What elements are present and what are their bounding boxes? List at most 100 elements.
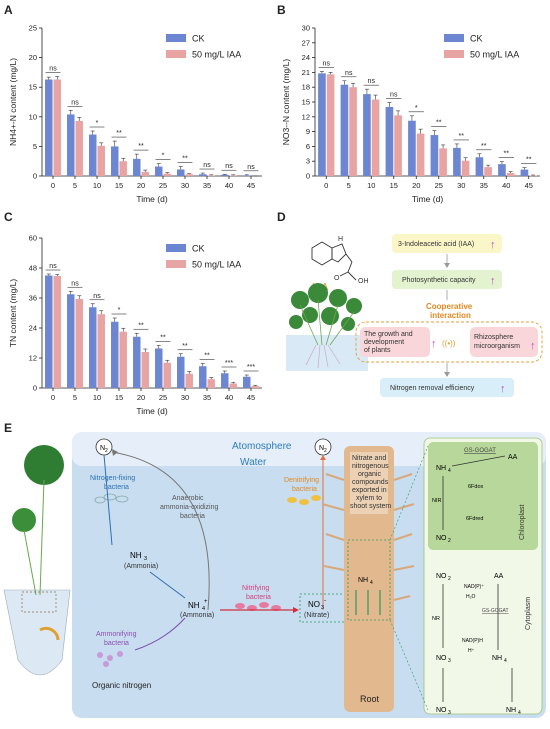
- chart-b-x-tick-label: 15: [390, 181, 398, 190]
- chart-c-x-tick-label: 25: [159, 393, 167, 402]
- nh4-plus: +: [204, 599, 208, 605]
- chart-a-x-tick-label: 15: [115, 181, 123, 190]
- rhizosphere-box: [470, 327, 538, 357]
- chart-b-y-tick-label: 12: [302, 112, 310, 121]
- cyt-no3-sub: 3: [448, 658, 451, 664]
- organic-nitrogen-label: Organic nitrogen: [92, 681, 151, 690]
- chart-b-sig-label: ns: [323, 60, 331, 67]
- chart-b-bar-iaa: [394, 115, 402, 176]
- chart-c-bar-ck: [67, 294, 74, 388]
- root-nh4-label: NH: [358, 577, 368, 584]
- chart-a-bar-ck: [111, 146, 118, 176]
- chart-a-sig-label: **: [116, 130, 122, 137]
- chart-a: 05101520250ns5ns10*15**20**25*30**35ns40…: [8, 24, 262, 205]
- chart-c-y-tick-label: 36: [29, 294, 37, 303]
- aa-bottom: AA: [494, 573, 504, 580]
- root-nh4-sub: 4: [370, 580, 373, 586]
- chart-c-bar-ck: [177, 357, 184, 388]
- up-arrow-icon: ↑: [500, 383, 506, 395]
- chart-c-sig-label: ns: [49, 263, 57, 270]
- xylem-text-7: shoot system: [350, 503, 391, 510]
- chart-c-bar-iaa: [252, 386, 259, 388]
- chart-b-sig-label: **: [436, 120, 442, 127]
- chart-c-x-axis-label: Time (d): [136, 406, 167, 416]
- chart-a-bar-ck: [155, 167, 162, 176]
- up-arrow-icon: ↑: [490, 275, 496, 287]
- ammonifying-text-2: bacteria: [104, 640, 129, 647]
- chart-c-y-tick-label: 0: [33, 384, 37, 393]
- flow-arrowhead-1: [444, 263, 450, 268]
- nitrate-label: (Nitrate): [304, 612, 329, 619]
- up-arrow-icon: ↑: [431, 338, 437, 350]
- gs-gogat-bottom: GS-GOGAT: [482, 608, 509, 614]
- xylem-text-1: Nitrate and: [352, 455, 386, 462]
- gs-gogat-top: GS-GOGAT: [464, 448, 496, 454]
- chart-b-legend-swatch: [444, 50, 464, 58]
- nadph-label: NAD(P)H: [462, 638, 483, 644]
- chart-c-y-axis-label: TN content (mg/L): [8, 279, 18, 348]
- chart-a-bar-iaa: [208, 175, 215, 176]
- chart-a-bar-iaa: [120, 161, 127, 176]
- chart-b-bar-iaa: [327, 74, 335, 176]
- water-label: Water: [240, 457, 267, 468]
- chart-b-x-tick-label: 30: [457, 181, 465, 190]
- chart-b-y-tick-label: 9: [306, 127, 310, 136]
- chart-c-legend-swatch: [166, 260, 186, 268]
- chart-c-x-tick-label: 20: [137, 393, 145, 402]
- plant-growth-text-3: of plants: [364, 347, 391, 354]
- nr-label: NR: [432, 616, 440, 622]
- chart-b-y-tick-label: 15: [302, 98, 310, 107]
- nadp-label: NAD(P)⁺: [464, 584, 484, 590]
- no3-sub: 3: [321, 605, 324, 611]
- chart-a-y-axis-label: NH4+-N content (mg/L): [8, 58, 18, 146]
- chart-c-legend-label: 50 mg/L IAA: [192, 260, 241, 270]
- cyt-nh4-label: NH: [492, 655, 502, 662]
- chart-a-sig-label: ns: [71, 99, 79, 106]
- chart-b-bar-ck: [431, 135, 439, 176]
- chart-b-legend-swatch: [444, 34, 464, 42]
- chart-c-y-tick-label: 48: [29, 264, 37, 273]
- chart-b-bar-ck: [318, 73, 326, 176]
- chart-c-legend-label: CK: [192, 244, 205, 254]
- chart-c-legend-swatch: [166, 244, 186, 252]
- chart-a-legend-swatch: [166, 50, 186, 58]
- chart-b-legend-label: 50 mg/L IAA: [470, 50, 519, 60]
- no3-minus: -: [324, 598, 326, 604]
- chart-c-bar-ck: [89, 307, 96, 388]
- chart-c-x-tick-label: 0: [51, 393, 55, 402]
- chart-a-bar-iaa: [54, 80, 61, 176]
- coop-text-2: interaction: [430, 311, 471, 320]
- panel-letter-e: E: [4, 421, 12, 435]
- panel-letter-d: D: [277, 210, 286, 224]
- chart-a-sig-label: *: [162, 153, 165, 160]
- rhizosphere-text-1: Rhizosphere: [474, 334, 513, 341]
- nir-label: NIR: [432, 498, 442, 504]
- xylem-text-3: organic: [358, 471, 381, 478]
- root-label: Root: [360, 694, 380, 704]
- aa-top: AA: [508, 454, 518, 461]
- chart-b-x-tick-label: 5: [347, 181, 351, 190]
- plant-d-icon: [286, 283, 368, 371]
- nh-label: H: [338, 236, 343, 243]
- chart-c-y-tick-label: 12: [29, 354, 37, 363]
- chart-a-y-tick-label: 20: [29, 53, 37, 62]
- chart-a-legend-label: 50 mg/L IAA: [192, 50, 241, 60]
- chart-a-bar-ck: [89, 135, 96, 176]
- anammox-text-2: ammonia-oxidizing: [160, 504, 218, 511]
- chart-c-sig-label: **: [204, 353, 210, 360]
- chart-a-bar-iaa: [186, 174, 193, 176]
- chart-c-x-tick-label: 5: [73, 393, 77, 402]
- bottom-no3-sub: 3: [448, 710, 451, 716]
- chart-b-bar-ck: [341, 85, 349, 176]
- chart-b-y-axis-label: NO3--N content (mg/L): [281, 59, 291, 146]
- chart-a-sig-label: ns: [225, 163, 233, 170]
- chart-c-bar-ck: [133, 337, 140, 388]
- panel-letter-c: C: [4, 210, 13, 224]
- chart-c-bar-iaa: [142, 352, 149, 388]
- chart-a-sig-label: ns: [49, 66, 57, 73]
- chart-a-x-tick-label: 35: [203, 181, 211, 190]
- chart-b-sig-label: **: [526, 157, 532, 164]
- chart-c-sig-label: ns: [71, 280, 79, 287]
- bottom-nh4-sub: 4: [518, 710, 521, 716]
- cyt-no2-sub: 2: [448, 576, 451, 582]
